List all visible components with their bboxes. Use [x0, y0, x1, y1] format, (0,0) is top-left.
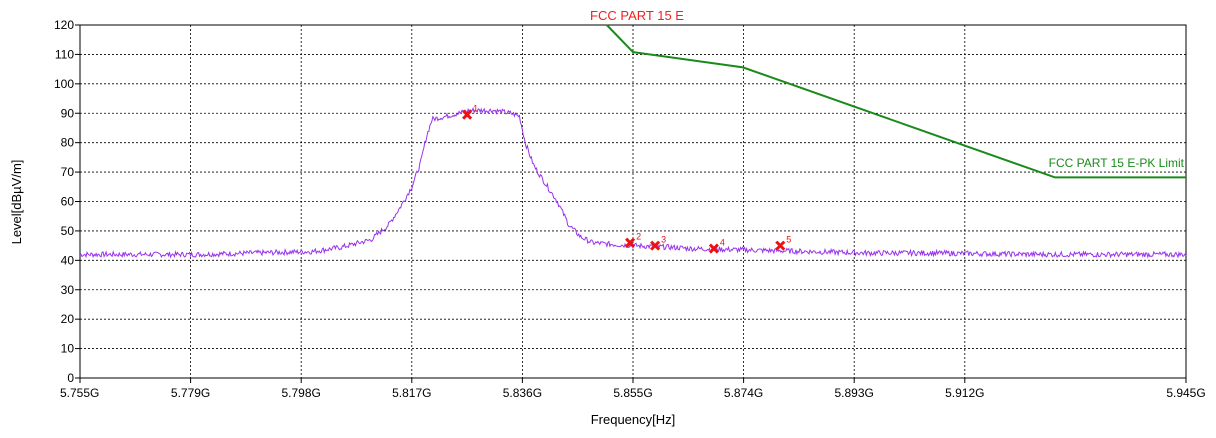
x-tick-label: 5.779G — [171, 386, 210, 400]
y-tick-label: 60 — [61, 195, 75, 209]
y-tick-label: 110 — [55, 47, 74, 61]
marker-point: 2 — [625, 232, 641, 248]
marker-group: 1 2 3 4 5 — [462, 104, 791, 254]
x-tick-label: 5.945G — [1166, 386, 1205, 400]
marker-label: 4 — [720, 238, 725, 248]
limit-series-line — [606, 24, 1186, 179]
y-tick-label: 0 — [67, 371, 74, 385]
x-tick-label: 5.912G — [945, 386, 984, 400]
y-axis-title: Level[dBµV/m] — [9, 160, 24, 245]
marker-label: 5 — [786, 235, 791, 245]
marker-label: 3 — [661, 235, 666, 245]
x-axis-ticks: 5.755G 5.779G 5.798G 5.817G 5.836G 5.855G 5.87… — [60, 378, 1206, 400]
y-tick-label: 20 — [61, 312, 75, 326]
y-tick-label: 80 — [61, 136, 75, 150]
x-tick-label: 5.798G — [282, 386, 321, 400]
x-axis-title: Frequency[Hz] — [591, 412, 676, 427]
x-tick-label: 5.855G — [613, 386, 652, 400]
marker-x-icon — [708, 243, 719, 254]
y-tick-label: 10 — [61, 342, 75, 356]
trace-series-line — [79, 106, 1187, 259]
x-tick-label: 5.817G — [392, 386, 431, 400]
marker-point: 5 — [775, 235, 791, 251]
marker-x-icon — [462, 109, 473, 120]
series-group — [79, 24, 1187, 259]
marker-x-icon — [650, 240, 661, 251]
y-tick-label: 100 — [54, 77, 74, 91]
y-tick-label: 70 — [61, 165, 75, 179]
marker-point: 4 — [708, 238, 725, 254]
x-tick-label: 5.755G — [60, 386, 99, 400]
marker-label: 2 — [636, 232, 641, 242]
y-tick-label: 50 — [61, 224, 75, 238]
y-tick-label: 40 — [61, 253, 75, 267]
y-axis-ticks: 0 10 20 30 40 50 60 70 80 90 100 110 120 — [54, 18, 80, 385]
marker-point: 3 — [650, 235, 666, 251]
y-tick-label: 120 — [54, 18, 74, 32]
x-tick-label: 5.893G — [835, 386, 874, 400]
y-tick-label: 30 — [61, 283, 75, 297]
y-tick-label: 90 — [61, 106, 75, 120]
marker-x-icon — [625, 237, 636, 248]
marker-x-icon — [775, 240, 786, 251]
limit-legend-label: FCC PART 15 E-PK Limit — [1049, 156, 1185, 170]
x-tick-label: 5.836G — [503, 386, 542, 400]
x-tick-label: 5.874G — [724, 386, 763, 400]
grid — [80, 25, 1186, 378]
marker-point: 1 — [462, 104, 478, 120]
marker-label: 1 — [473, 104, 478, 114]
chart-title: FCC PART 15 E — [590, 8, 684, 23]
